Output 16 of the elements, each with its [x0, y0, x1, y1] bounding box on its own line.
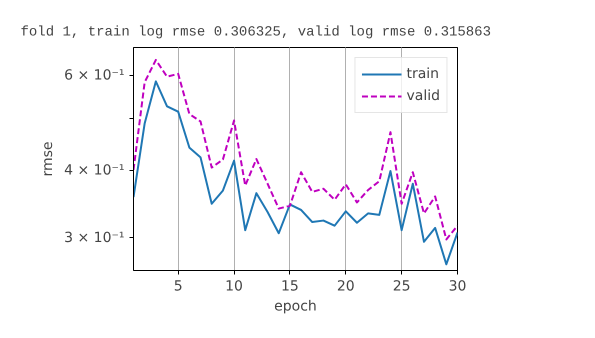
y-tick-label: 4 × 10⁻¹ [64, 162, 125, 178]
line-series [134, 58, 458, 240]
line-series [134, 80, 458, 266]
legend-label: valid [406, 88, 440, 104]
y-tick-label: 6 × 10⁻¹ [64, 67, 125, 84]
x-tick-label: 30 [448, 278, 466, 294]
x-tick-label: 10 [225, 278, 243, 294]
x-tick-label: 20 [336, 278, 355, 294]
chart-title: fold 1, train log rmse 0.306325, valid log rmse 0.315863 [20, 24, 491, 40]
x-tick-label: 15 [281, 278, 299, 294]
y-tick-label: 3 × 10⁻¹ [64, 230, 125, 246]
x-tick-label: 5 [174, 278, 183, 294]
x-axis-title: epoch [274, 298, 317, 314]
y-axis-title: rmse [40, 141, 56, 177]
legend-label: train [406, 66, 440, 82]
x-tick-label: 25 [392, 278, 411, 294]
